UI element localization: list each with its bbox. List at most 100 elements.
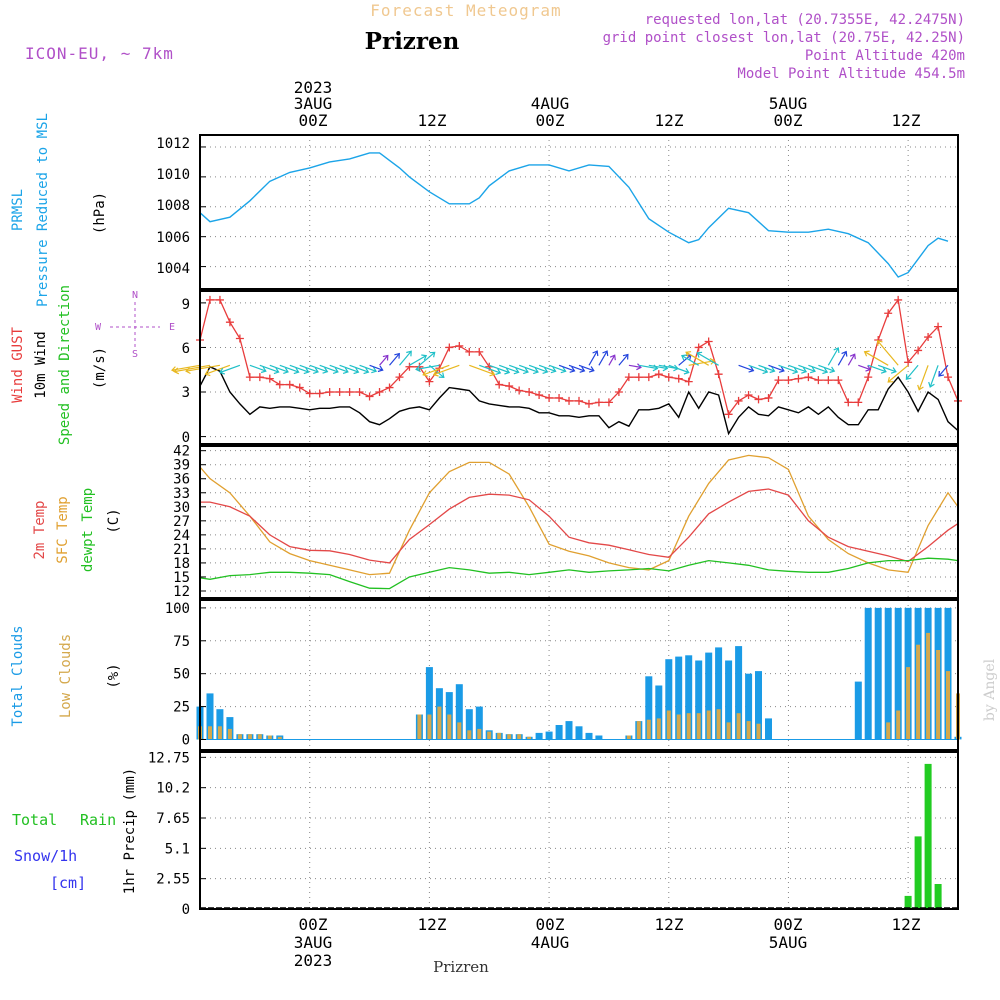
wind-arrow-icon (748, 364, 768, 373)
requested-coords: requested lon,lat (20.7355E, 42.2475N) (645, 12, 965, 28)
gust-marker (684, 377, 693, 386)
total-cloud-bar (705, 652, 713, 740)
temp-2m-line (200, 488, 959, 564)
wind-arrowhead-icon (822, 367, 829, 375)
wind-arrow-icon (688, 360, 715, 366)
low-cloud-bar (736, 713, 741, 740)
temp-ytick-label: 30 (173, 500, 190, 516)
rain-bar (924, 763, 932, 909)
gust-marker (205, 295, 214, 304)
wind-arrow-icon (818, 364, 835, 372)
wind-arrowhead-icon (683, 367, 690, 375)
low-cloud-bar (906, 667, 911, 740)
wind-arrowhead-icon (592, 350, 599, 357)
total-cloud-bar (455, 684, 463, 740)
total-cloud-bar (565, 721, 573, 740)
wind-arrow-icon (174, 364, 211, 373)
compass-south: S (132, 349, 138, 360)
wind-arrow-icon (329, 364, 349, 373)
wind-arrowhead-icon (876, 340, 883, 346)
temp-ytick-label: 21 (173, 542, 190, 558)
gust-marker (365, 392, 374, 401)
wind-arrowhead-icon (863, 350, 870, 357)
gust-marker (475, 347, 484, 356)
low-cloud-bar (267, 735, 272, 740)
low-cloud-bar (277, 736, 282, 740)
temp-ytick-label: 27 (173, 514, 190, 530)
top-tick-48: 00Z (774, 111, 803, 130)
wind-arrowhead-icon (550, 366, 557, 374)
wind-arrowhead-icon (406, 350, 412, 357)
gust-marker (535, 390, 544, 399)
low-cloud-bar (926, 632, 931, 740)
wind-arrow-icon (858, 364, 871, 371)
sfc-temp-line (199, 454, 959, 576)
wind-arrowhead-icon (696, 351, 703, 358)
gust-marker (944, 373, 953, 382)
wind-arrow-icon (279, 364, 299, 373)
gust-marker (674, 374, 683, 383)
wind-arrow-icon (877, 364, 897, 373)
wind-arrowhead-icon (353, 367, 360, 375)
gust-marker (575, 396, 583, 405)
bottom-year-label: 2023 (294, 951, 333, 970)
wind-arrowhead-icon (432, 370, 439, 377)
wind-arrow-icon (568, 364, 585, 372)
wind-arrowhead-icon (382, 354, 389, 361)
wind-arrowhead-icon (748, 366, 755, 373)
wind-arrow-icon (608, 354, 616, 366)
total-cloud-bar (864, 607, 872, 740)
temp-ytick-label: 42 (173, 444, 190, 460)
gust-marker (225, 318, 234, 327)
wind-arrow-icon (309, 364, 328, 373)
gust-marker (914, 346, 923, 355)
precip-ytick-label: 0 (182, 902, 190, 918)
wind-arrowhead-icon (938, 370, 945, 377)
wind-arrowhead-icon (622, 353, 629, 360)
gust-marker (465, 347, 474, 356)
temp-label-sfc: SFC Temp (55, 496, 71, 563)
total-cloud-bar (555, 725, 563, 740)
gust-marker (604, 398, 613, 407)
low-cloud-bar (686, 713, 691, 740)
low-cloud-bar (946, 671, 950, 740)
gust-marker (495, 380, 504, 389)
gust-marker (335, 388, 344, 397)
gust-marker (405, 362, 414, 371)
location-title: Prizren (365, 28, 460, 55)
gust-marker (315, 389, 324, 398)
wind-arrowhead-icon (778, 366, 785, 373)
pressure-line (199, 152, 949, 278)
gust-marker (834, 376, 843, 385)
wind-label-gust: Wind GUST (10, 327, 26, 403)
low-cloud-bar (706, 710, 711, 740)
wind-arrowhead-icon (429, 351, 436, 358)
precip-label-total: Total (12, 811, 57, 829)
wind-arrow-icon (837, 351, 847, 366)
gust-marker (764, 393, 773, 402)
wind-arrowhead-icon (273, 367, 280, 375)
wind-arrow-icon (696, 352, 719, 366)
precip-label-cm: [cm] (50, 874, 86, 892)
total-cloud-bar (655, 685, 663, 740)
top-tick-24: 00Z (536, 111, 565, 130)
low-cloud-bar (656, 718, 661, 740)
compass-rose-icon: N S W E (95, 290, 175, 360)
wind-arrow-icon (798, 364, 816, 372)
bottom-tick-24: 00Z (536, 915, 565, 934)
gust-marker (754, 395, 763, 404)
low-cloud-bar (497, 732, 502, 740)
clouds-ytick-label: 50 (173, 667, 190, 683)
gust-marker (584, 399, 593, 408)
clouds-ytick-label: 0 (182, 732, 190, 748)
gust-marker (814, 376, 823, 385)
gust-marker (285, 380, 294, 389)
wind-arrowhead-icon (880, 367, 887, 374)
rain-bar (934, 884, 942, 909)
gust-marker (744, 390, 753, 399)
wind-arrow-icon (518, 364, 539, 373)
total-cloud-bar (226, 717, 234, 740)
precip-ytick-label: 7.65 (156, 811, 190, 827)
